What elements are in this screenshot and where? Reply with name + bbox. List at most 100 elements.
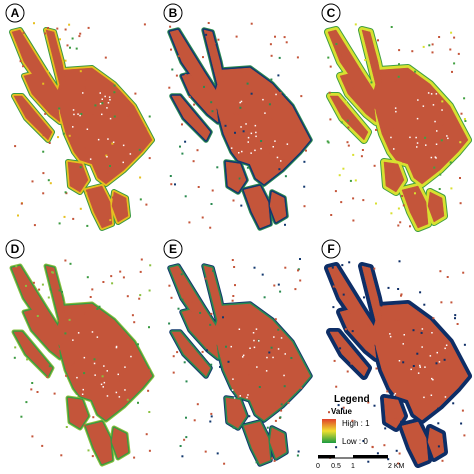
map-pixel <box>64 259 67 262</box>
map-pixel <box>454 317 456 320</box>
map-hole <box>421 346 423 348</box>
map-pixel <box>59 87 62 90</box>
map-pixel <box>48 142 51 144</box>
map-pixel <box>94 104 97 107</box>
map-pixel <box>47 179 50 182</box>
map-hole <box>393 394 396 396</box>
map-pixel <box>280 403 283 406</box>
map-pixel <box>47 27 49 29</box>
map-pixel <box>21 55 24 58</box>
map-pixel <box>426 345 429 348</box>
map-hole <box>416 146 418 148</box>
map-pixel <box>233 266 236 268</box>
map-hole <box>403 334 405 336</box>
map-pixel <box>258 386 261 388</box>
map-pixel <box>433 123 436 126</box>
map-pixel <box>217 38 220 41</box>
map-pixel <box>412 329 415 332</box>
map-hole <box>430 394 433 396</box>
map-pixel <box>209 323 212 326</box>
map-pixel <box>87 26 90 29</box>
map-pixel <box>104 56 107 59</box>
map-pixel <box>78 35 81 38</box>
map-hole <box>432 378 434 381</box>
map-pixel <box>59 38 61 41</box>
map-pixel <box>273 406 276 409</box>
map-hole <box>284 353 286 355</box>
map-pixel <box>437 422 440 425</box>
map-pixel <box>181 123 183 126</box>
map-hole <box>72 109 75 111</box>
map-pixel <box>38 288 41 291</box>
map-pixel <box>297 268 300 271</box>
map-hole <box>445 344 448 346</box>
map-pixel <box>449 48 452 51</box>
map-pixel <box>71 311 74 314</box>
map-pixel <box>237 395 240 398</box>
map-pixel <box>373 164 376 167</box>
panel-badge <box>163 3 183 23</box>
panel-label: D <box>11 242 20 256</box>
map-pixel <box>210 203 213 205</box>
map-pixel <box>22 65 25 68</box>
map-hole <box>104 95 106 98</box>
map-pixel <box>345 100 347 103</box>
map-pixel <box>352 219 355 222</box>
map-pixel <box>191 347 194 349</box>
map-hole <box>435 93 438 95</box>
map-hole <box>427 92 430 94</box>
map-pixel <box>280 409 283 412</box>
map-pixel <box>432 317 435 320</box>
map-pixel <box>270 457 273 460</box>
map-pixel <box>61 300 64 303</box>
map-pixel <box>277 283 280 286</box>
map-pixel <box>461 409 464 412</box>
map-pixel <box>131 314 134 317</box>
map-pixel <box>341 59 344 62</box>
map-pixel <box>349 179 352 182</box>
map-pixel <box>300 95 303 98</box>
map-pixel <box>134 92 137 95</box>
map-pixel <box>416 456 419 459</box>
map-pixel <box>296 56 299 59</box>
map-hole <box>118 396 121 398</box>
map-pixel <box>83 86 86 89</box>
map-pixel <box>434 368 437 371</box>
map-pixel <box>402 361 405 364</box>
map-hole <box>258 340 260 342</box>
map-hole <box>72 339 74 341</box>
map-pixel <box>240 70 243 73</box>
map-pixel <box>384 427 387 430</box>
map-pixel <box>32 288 35 291</box>
map-pixel <box>352 153 355 156</box>
map-hole <box>285 94 288 96</box>
map-pixel <box>71 37 74 40</box>
map-pixel <box>439 173 442 176</box>
map-pixel <box>184 195 187 198</box>
map-pixel <box>423 303 426 306</box>
map-pixel <box>261 210 263 213</box>
map-hole <box>101 98 103 100</box>
map-pixel <box>373 267 376 270</box>
map-pixel <box>148 369 151 372</box>
map-pixel <box>106 173 108 176</box>
map-pixel <box>41 326 44 328</box>
map-pixel <box>181 152 184 155</box>
map-hole <box>240 100 243 103</box>
map-pixel <box>279 416 282 419</box>
panel-badge <box>321 239 341 259</box>
map-pixel <box>377 39 379 42</box>
map-hole <box>81 393 84 395</box>
map-pixel <box>390 26 393 28</box>
map-pixel <box>127 114 130 117</box>
map-pixel <box>41 444 44 447</box>
map-pixel <box>130 112 133 115</box>
map-pixel <box>99 76 102 79</box>
map-pixel <box>75 47 78 50</box>
map-pixel <box>65 374 68 377</box>
map-pixel <box>270 78 273 81</box>
map-pixel <box>14 145 17 148</box>
map-pixel <box>36 315 39 317</box>
map-pixel <box>347 144 350 147</box>
map-pixel <box>440 139 443 142</box>
